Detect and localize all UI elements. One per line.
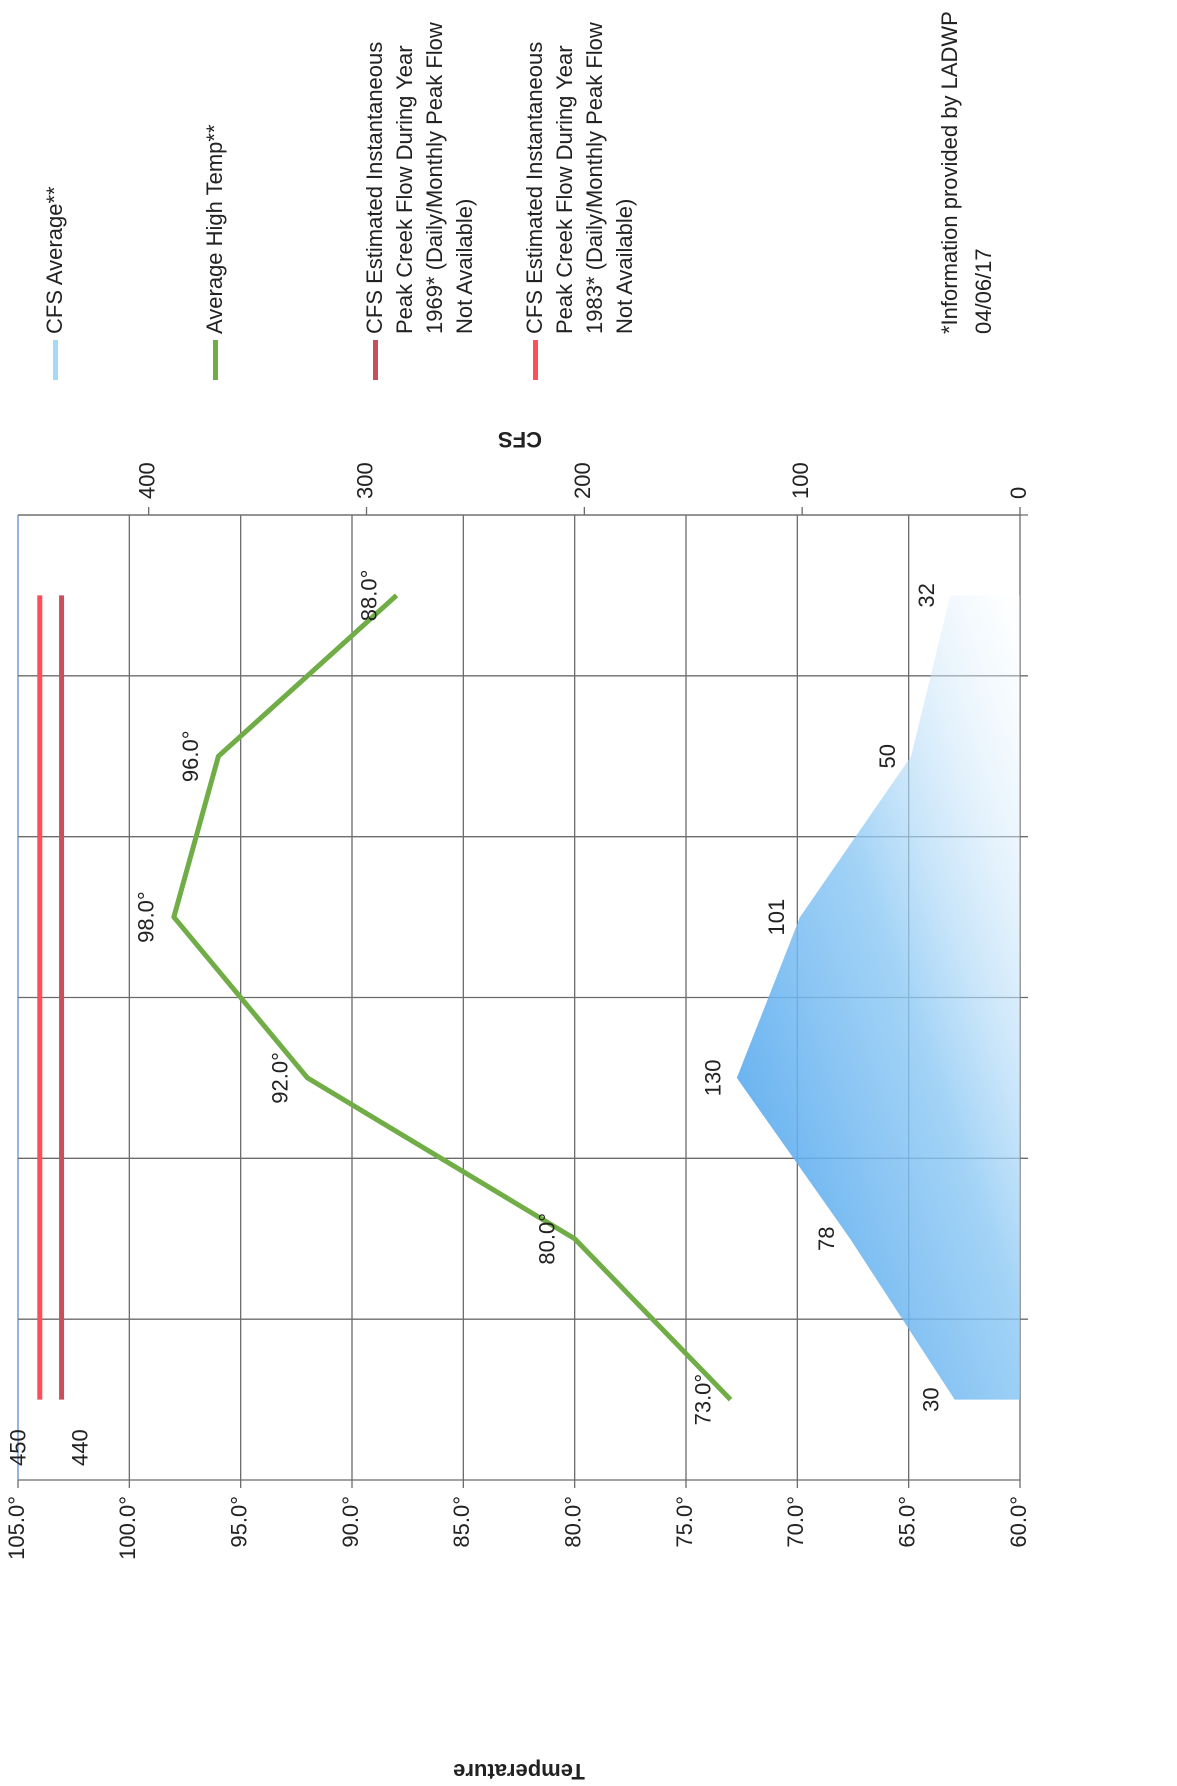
data-label: 130 bbox=[701, 1060, 726, 1097]
data-label: 450 bbox=[6, 1429, 31, 1466]
note: 04/06/17 bbox=[971, 248, 996, 334]
y-tick-label: 80.0° bbox=[560, 1496, 585, 1548]
legend-swatch bbox=[53, 340, 58, 380]
data-label: 30 bbox=[918, 1387, 943, 1411]
note: *Information provided by LADWP bbox=[937, 11, 962, 334]
y2-axis-title: CFS bbox=[498, 427, 542, 452]
data-label: 88.0° bbox=[356, 570, 381, 622]
data-label: 73.0° bbox=[690, 1374, 715, 1426]
y2-tick-label: 0 bbox=[1006, 487, 1031, 499]
y-tick-label: 105.0° bbox=[4, 1496, 29, 1560]
area bbox=[736, 595, 1020, 1400]
legend-label: CFS Estimated Instantaneous Peak Creek F… bbox=[522, 22, 637, 334]
y-tick-label: 85.0° bbox=[449, 1496, 474, 1548]
y-tick-label: 65.0° bbox=[894, 1496, 919, 1548]
data-label: 92.0° bbox=[267, 1052, 292, 1104]
legend-swatch bbox=[533, 340, 538, 380]
y-tick-label: 60.0° bbox=[1006, 1496, 1031, 1548]
legend-swatch bbox=[213, 340, 218, 380]
data-label: 80.0° bbox=[534, 1213, 559, 1265]
line bbox=[171, 593, 733, 1402]
y-tick-label: 95.0° bbox=[226, 1496, 251, 1548]
legend-swatch bbox=[373, 340, 378, 380]
y2-tick-label: 100 bbox=[788, 462, 813, 499]
data-label: 96.0° bbox=[178, 730, 203, 782]
y-tick-label: 90.0° bbox=[338, 1496, 363, 1548]
y2-tick-label: 300 bbox=[352, 462, 377, 499]
legend-label: Average High Temp** bbox=[202, 124, 227, 334]
data-label: 440 bbox=[67, 1429, 92, 1466]
data-label: 32 bbox=[914, 583, 939, 607]
y2-tick-label: 200 bbox=[570, 462, 595, 499]
legend-label: CFS Estimated Instantaneous Peak Creek F… bbox=[362, 22, 477, 334]
y-tick-label: 75.0° bbox=[672, 1496, 697, 1548]
y-axis-title: Temperature bbox=[453, 1759, 585, 1784]
data-label: 98.0° bbox=[134, 891, 159, 943]
data-label: 78 bbox=[814, 1227, 839, 1251]
y-tick-label: 70.0° bbox=[783, 1496, 808, 1548]
data-label: 50 bbox=[875, 744, 900, 768]
y2-tick-label: 400 bbox=[135, 462, 160, 499]
y-tick-label: 100.0° bbox=[115, 1496, 140, 1560]
legend-label: CFS Average** bbox=[42, 186, 67, 334]
data-label: 101 bbox=[764, 899, 789, 936]
